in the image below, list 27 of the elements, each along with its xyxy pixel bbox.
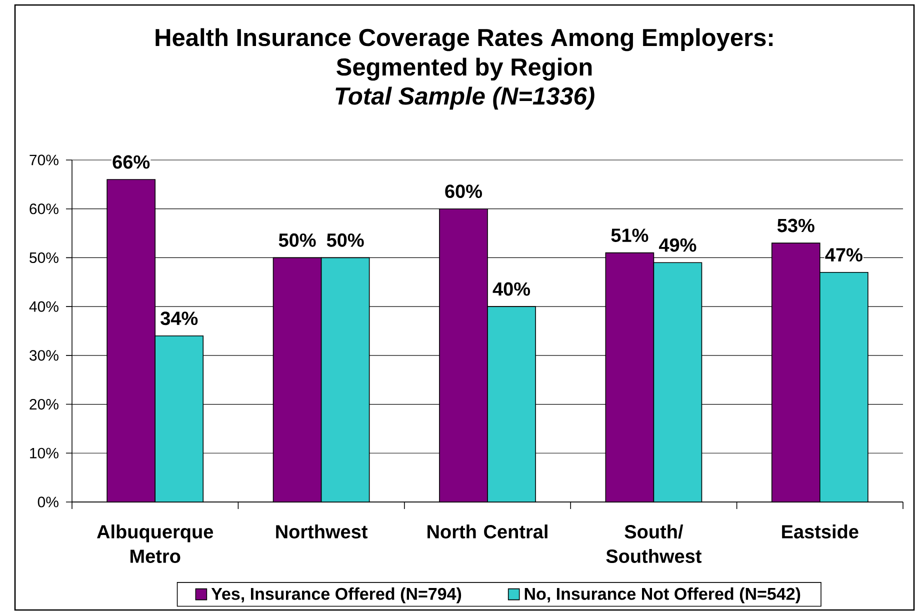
y-tick-label: 50% [30,252,58,264]
data-label: 40% [492,282,530,296]
data-label: 34% [160,312,198,326]
legend-label: No, Insurance Not Offered (N=542) [524,587,800,604]
x-tick-label: North Central [428,524,548,538]
y-tick-label: 0% [38,496,58,508]
x-tick-label: Eastside [782,524,858,538]
data-label: 47% [825,248,862,262]
y-tick-label: 70% [30,154,58,166]
data-label: 66% [112,155,150,169]
y-tick-label: 30% [30,350,58,361]
legend-label: Yes, Insurance Offered (N=794) [211,587,462,604]
data-label: 51% [611,228,648,242]
chart-title: Health Insurance Coverage Rates Among Employers: Segmented by Region [156,28,773,81]
x-tick-label: South/ Southwest [606,524,702,563]
y-tick-label: 40% [29,301,58,312]
x-tick-label: Northwest [276,524,368,538]
y-tick-label: 20% [30,398,58,410]
data-label: 60% [445,184,482,198]
data-label: 50% [278,233,316,247]
chart-subtitle: Total Sample (N=1336) [336,86,594,110]
data-label: 49% [658,238,696,252]
data-label: 53% [777,218,814,232]
y-tick-label: 10% [30,448,58,458]
x-tick-label: Albuquerque Metro [96,524,214,563]
y-tick-label: 60% [30,204,58,214]
data-label: 50% [326,233,364,247]
